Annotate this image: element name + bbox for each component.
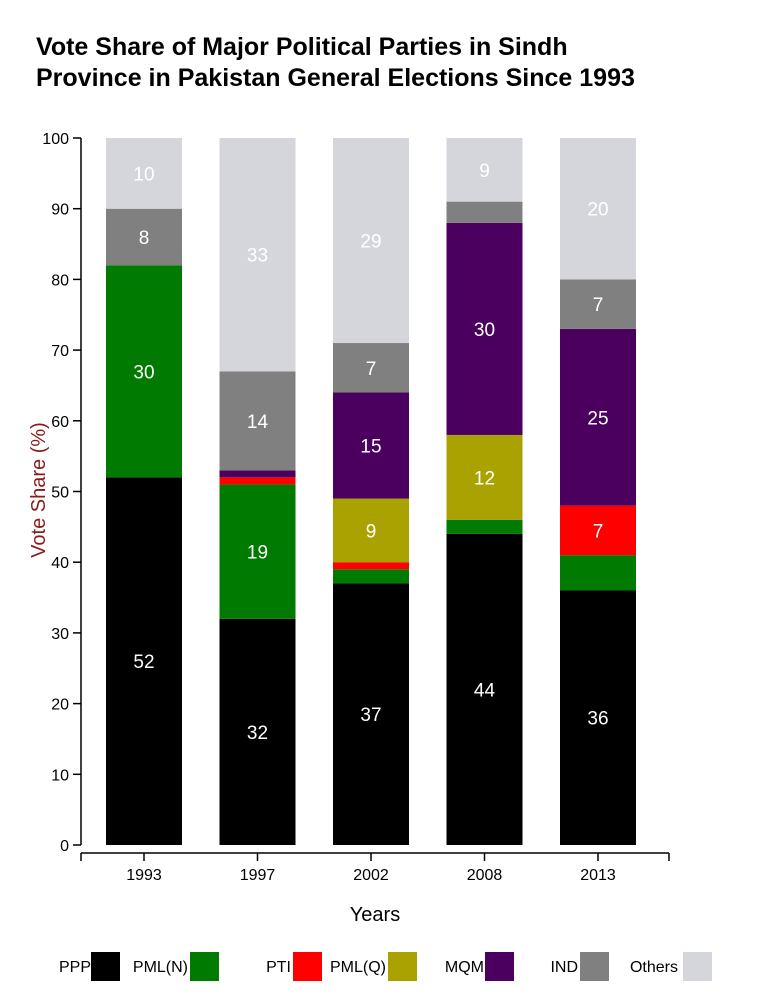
bar-ind-2002	[333, 343, 409, 393]
y-tick-label: 40	[51, 555, 69, 572]
chart-title: Vote Share of Major Political Parties in…	[36, 32, 751, 94]
y-axis: 0 10 20 30 40 50 60 70 80 90 100	[42, 131, 82, 855]
bar-pti-2013	[560, 505, 636, 556]
y-tick-label: 60	[51, 414, 69, 431]
bar-pmln-1997	[219, 484, 296, 619]
bar-ppp-1997	[219, 618, 296, 845]
bar-ind-1997	[219, 371, 296, 471]
chart-title-line-1: Vote Share of Major Political Parties in…	[36, 33, 568, 61]
y-tick-label: 20	[51, 697, 69, 714]
legend-swatch-pti	[293, 952, 322, 981]
bar-mqm-2002	[333, 392, 409, 499]
bar-pti-2002	[333, 562, 409, 570]
x-axis: 1993 1997 2002 2008 2013	[80, 852, 670, 884]
data-label-pmln-1997: 19	[247, 543, 268, 564]
x-tick-label-2013: 2013	[580, 867, 616, 884]
data-label-pti-2013: 7	[593, 521, 604, 542]
chart-title-line-2: Province in Pakistan General Elections S…	[36, 64, 635, 92]
legend-label-pmlq: PML(Q)	[330, 959, 386, 976]
legend-label-others: Others	[630, 959, 678, 976]
bar-others-2013	[560, 138, 636, 280]
data-label-others-2008: 9	[479, 161, 490, 182]
data-label-pmln-1993: 30	[133, 362, 154, 383]
bar-others-2008	[446, 138, 523, 202]
y-tick-label: 80	[51, 272, 69, 289]
bar-ppp-2008	[446, 533, 523, 845]
bar-ppp-2013	[560, 590, 636, 845]
bar-pti-1997	[219, 477, 296, 485]
y-tick-label: 0	[60, 838, 69, 855]
data-label-pmlq-2008: 12	[474, 468, 495, 489]
bar-pmln-1993	[106, 265, 182, 478]
bar-others-1997	[219, 138, 296, 372]
legend: PPP PML(N) PTI PML(Q) MQM IND Others	[59, 952, 712, 981]
x-tick-label-2002: 2002	[353, 867, 389, 884]
y-tick-label: 70	[51, 343, 69, 360]
legend-swatch-pmln	[190, 952, 219, 981]
y-axis-title: Vote Share (%)	[28, 422, 50, 558]
x-tick-label-1997: 1997	[240, 867, 276, 884]
data-label-ppp-2008: 44	[474, 680, 496, 701]
bar-pmln-2002	[333, 569, 409, 584]
data-label-ppp-2013: 36	[587, 709, 608, 730]
y-tick-label: 50	[51, 485, 69, 502]
bar-others-1993	[106, 138, 182, 209]
bar-ind-2008	[446, 201, 523, 223]
y-tick-label: 10	[51, 767, 69, 784]
x-axis-title: Years	[350, 904, 400, 926]
data-label-others-1997: 33	[247, 246, 268, 267]
data-label-mqm-2013: 25	[587, 408, 608, 429]
legend-label-pti: PTI	[266, 959, 291, 976]
legend-swatch-ppp	[91, 952, 120, 981]
data-label-ppp-1993: 52	[133, 652, 154, 673]
legend-swatch-ind	[580, 952, 609, 981]
y-tick-label: 30	[51, 626, 69, 643]
bar-others-2002	[333, 138, 409, 344]
bar-ppp-1993	[106, 477, 182, 845]
y-tick-label: 100	[42, 131, 69, 148]
bar-mqm-2013	[560, 328, 636, 506]
bar-pmlq-2002	[333, 498, 409, 563]
legend-label-ppp: PPP	[59, 959, 91, 976]
legend-swatch-pmlq	[388, 952, 417, 981]
data-label-mqm-2002: 15	[360, 437, 381, 458]
legend-swatch-mqm	[485, 952, 514, 981]
bar-pmln-2008	[446, 519, 523, 534]
bar-mqm-1997	[219, 470, 296, 478]
x-tick-label-1993: 1993	[126, 867, 162, 884]
legend-label-ind: IND	[550, 959, 578, 976]
x-tick-label-2008: 2008	[467, 867, 503, 884]
bar-pmln-2013	[560, 555, 636, 591]
data-label-others-2013: 20	[587, 200, 608, 221]
data-label-mqm-2008: 30	[474, 320, 495, 341]
bar-mqm-2008	[446, 222, 523, 435]
bar-ppp-2002	[333, 583, 409, 845]
data-label-others-2002: 29	[360, 232, 381, 253]
bar-ind-1993	[106, 208, 182, 266]
bar-ind-2013	[560, 279, 636, 329]
legend-swatch-others	[683, 952, 712, 981]
data-label-others-1993: 10	[133, 164, 154, 185]
bars-group: 52 30 8 10 32 19 14 33 37 9 15 7 29 44 12 30 9 36 7 25 7 20	[106, 138, 636, 845]
data-label-ind-1993: 8	[139, 228, 150, 249]
data-label-ppp-2002: 37	[360, 705, 381, 726]
data-label-ind-2013: 7	[593, 295, 604, 316]
data-label-pmlq-2002: 9	[366, 521, 377, 542]
data-label-ind-2002: 7	[366, 359, 377, 380]
y-tick-label: 90	[51, 202, 69, 219]
legend-label-pmln: PML(N)	[133, 959, 188, 976]
data-label-ppp-1997: 32	[247, 723, 268, 744]
bar-pmlq-2008	[446, 434, 523, 520]
data-label-ind-1997: 14	[247, 412, 269, 433]
legend-label-mqm: MQM	[445, 959, 484, 976]
